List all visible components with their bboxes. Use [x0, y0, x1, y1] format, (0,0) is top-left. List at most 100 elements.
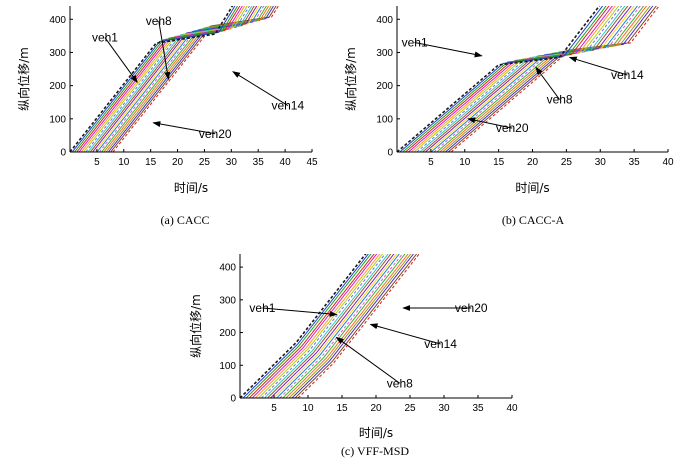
annotation-arrow — [232, 71, 289, 106]
annotation-arrow — [335, 336, 401, 384]
series-line-veh13 — [430, 6, 639, 152]
annotation-label-veh14: veh14 — [271, 99, 304, 113]
y-tick-label: 300 — [219, 295, 236, 306]
series-group — [240, 254, 420, 398]
x-tick-label: 10 — [118, 157, 130, 168]
series-line-veh2 — [71, 6, 236, 152]
series-line-veh13 — [276, 254, 400, 398]
x-tick-label: 40 — [662, 157, 674, 168]
x-tick-label: 5 — [94, 157, 100, 168]
series-line-veh16 — [285, 254, 409, 398]
x-axis-label: 时间/s — [174, 181, 208, 195]
x-tick-label: 10 — [459, 157, 471, 168]
series-line-veh11 — [270, 254, 395, 398]
series-line-veh10 — [422, 6, 629, 152]
series-line-veh9 — [264, 254, 389, 398]
annotation-label-veh20: veh20 — [455, 301, 488, 315]
panel-caption: (b) CACC-A — [502, 213, 565, 227]
x-tick-label: 40 — [280, 157, 292, 168]
y-tick-label: 200 — [376, 81, 393, 92]
x-axis-label: 时间/s — [359, 426, 393, 440]
series-line-veh12 — [427, 6, 635, 152]
series-line-veh11 — [92, 6, 258, 152]
x-axis-label: 时间/s — [515, 181, 549, 195]
series-line-veh7 — [258, 254, 384, 398]
x-tick-label: 30 — [595, 157, 607, 168]
series-line-veh3 — [245, 254, 372, 398]
annotation-arrow — [369, 323, 441, 345]
x-tick-label: 40 — [506, 403, 518, 414]
series-line-veh17 — [288, 254, 412, 398]
y-tick-label: 400 — [49, 15, 66, 26]
annotation-label-veh1: veh1 — [402, 36, 428, 50]
series-line-veh4 — [405, 6, 610, 152]
series-line-veh9 — [419, 6, 626, 152]
x-tick-label: 25 — [561, 157, 573, 168]
y-tick-label: 300 — [49, 48, 66, 59]
y-tick-label: 400 — [219, 263, 236, 274]
x-tick-label: 35 — [472, 403, 484, 414]
series-line-veh2 — [242, 254, 369, 398]
x-tick-label: 30 — [438, 403, 450, 414]
x-tick-label: 35 — [253, 157, 265, 168]
series-line-veh20 — [297, 254, 420, 398]
panel-caption: (a) CACC — [161, 213, 210, 227]
y-tick-label: 400 — [376, 15, 393, 26]
series-line-veh12 — [273, 254, 398, 398]
x-tick-label: 10 — [302, 403, 314, 414]
x-tick-label: 35 — [629, 157, 641, 168]
series-line-veh4 — [248, 254, 375, 398]
x-tick-label: 15 — [145, 157, 157, 168]
x-tick-label: 15 — [336, 403, 348, 414]
x-tick-label: 25 — [199, 157, 211, 168]
annotation-label-veh8: veh8 — [387, 376, 413, 390]
x-tick-label: 20 — [527, 157, 539, 168]
series-line-veh17 — [442, 6, 651, 152]
series-line-veh1 — [240, 254, 367, 398]
series-group — [70, 6, 279, 152]
annotation-arrow — [535, 66, 561, 100]
series-line-veh7 — [413, 6, 620, 152]
y-axis-label: 纵向位移/m — [343, 47, 358, 111]
series-line-veh11 — [425, 6, 632, 152]
annotation-label-veh20: veh20 — [496, 121, 529, 135]
series-line-veh6 — [410, 6, 616, 152]
panel-caption: (c) VFF-MSD — [341, 444, 409, 458]
y-axis-label: 纵向位移/m — [16, 47, 31, 111]
series-line-veh15 — [282, 254, 406, 398]
annotation-arrow — [467, 117, 513, 129]
series-line-veh1 — [70, 6, 234, 152]
x-tick-label: 20 — [172, 157, 184, 168]
annotation-arrow — [262, 307, 338, 317]
series-line-veh10 — [267, 254, 392, 398]
annotation-label-veh14: veh14 — [424, 337, 457, 351]
annotation-arrow — [104, 37, 138, 84]
series-line-veh5 — [251, 254, 378, 398]
x-tick-label: 20 — [370, 403, 382, 414]
annotation-arrow — [568, 56, 628, 76]
annotation-arrow — [158, 20, 171, 80]
series-line-veh18 — [291, 254, 415, 398]
series-line-veh8 — [261, 254, 386, 398]
series-line-veh2 — [399, 6, 604, 152]
annotation-label-veh20: veh20 — [199, 127, 232, 141]
series-line-veh17 — [105, 6, 272, 152]
y-tick-label: 100 — [49, 114, 66, 125]
y-tick-label: 200 — [219, 328, 236, 339]
series-line-veh7 — [83, 6, 248, 152]
series-line-veh14 — [279, 254, 403, 398]
series-line-veh6 — [254, 254, 381, 398]
annotation-label-veh14: veh14 — [611, 68, 644, 82]
annotation-label-veh1: veh1 — [92, 31, 118, 45]
annotation-label-veh8: veh8 — [146, 14, 172, 28]
x-tick-label: 25 — [404, 403, 416, 414]
y-tick-label: 200 — [49, 81, 66, 92]
annotation-arrow — [152, 121, 216, 135]
x-tick-label: 5 — [428, 157, 434, 168]
x-tick-label: 30 — [226, 157, 238, 168]
series-group — [397, 6, 660, 152]
y-axis-label: 纵向位移/m — [188, 294, 203, 358]
y-tick-label: 0 — [387, 148, 393, 159]
